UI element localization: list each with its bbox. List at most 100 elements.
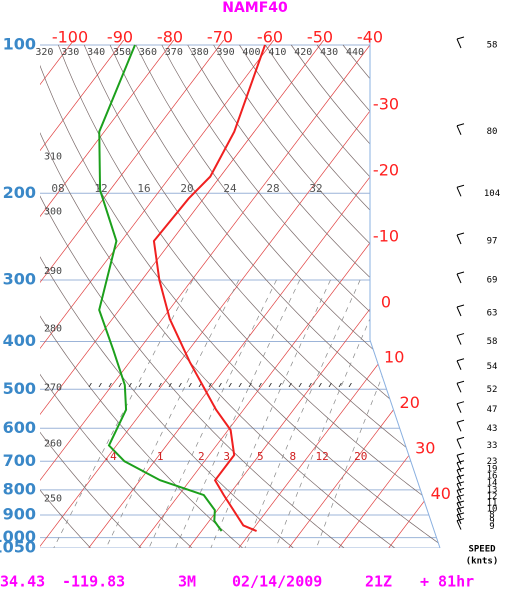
barb-glyph bbox=[456, 232, 465, 245]
theta-label: 310 bbox=[44, 152, 62, 163]
upper-label: 20 bbox=[180, 182, 193, 195]
upper-label: 24 bbox=[223, 182, 237, 195]
pressure-label: 700 bbox=[3, 451, 36, 470]
mixing-ratio-label: .4 bbox=[104, 450, 118, 463]
isotherm bbox=[40, 40, 325, 548]
wind-barb bbox=[456, 506, 465, 519]
footer-time: 21Z bbox=[365, 573, 392, 591]
isotherm bbox=[188, 40, 440, 548]
theta-label: 430 bbox=[320, 47, 338, 58]
speed-value: 12 bbox=[487, 492, 498, 502]
barb-glyph bbox=[456, 358, 465, 370]
barb-glyph bbox=[456, 481, 465, 494]
pressure-label: 300 bbox=[3, 270, 36, 289]
dry-adiabat bbox=[187, 44, 440, 548]
footer-forecast: + 81hr bbox=[420, 573, 474, 591]
dry-adiabat bbox=[109, 44, 440, 548]
barb-glyph bbox=[456, 419, 465, 432]
temperature-label: 40 bbox=[431, 484, 451, 503]
dry-adiabat bbox=[40, 44, 440, 548]
pressure-label: 1050 bbox=[0, 538, 36, 557]
theta-label: 350 bbox=[113, 47, 131, 58]
mixing-ratio-label: 12 bbox=[316, 450, 329, 463]
isotherm bbox=[288, 40, 440, 548]
mixing-ratio-line bbox=[175, 279, 301, 548]
mixing-ratio-line bbox=[105, 279, 240, 548]
theta-label: 420 bbox=[294, 47, 312, 58]
theta-label: 400 bbox=[242, 47, 260, 58]
footer-station: 3M bbox=[178, 573, 196, 591]
mixing-ratio-label: 3 bbox=[223, 450, 230, 463]
dry-adiabat bbox=[40, 44, 142, 548]
speed-value: 33 bbox=[487, 441, 498, 451]
dry-adiabat bbox=[40, 44, 395, 548]
theta-label: 280 bbox=[44, 324, 62, 335]
speed-value: 43 bbox=[487, 424, 498, 434]
barb-glyph bbox=[456, 494, 465, 507]
theta-label: 290 bbox=[44, 266, 62, 277]
mixing-ratio-line bbox=[210, 279, 331, 548]
dry-adiabat bbox=[316, 44, 440, 548]
barb-glyph bbox=[456, 380, 465, 393]
wind-barb bbox=[456, 401, 465, 413]
wind-barb bbox=[456, 494, 465, 507]
dry-adiabat bbox=[40, 44, 193, 548]
speed-value: 104 bbox=[484, 189, 500, 199]
theta-label: 320 bbox=[35, 47, 53, 58]
wind-barb bbox=[456, 487, 465, 500]
temperature-label: -50 bbox=[307, 28, 333, 47]
barb-glyph bbox=[456, 271, 465, 284]
temperature-label: -100 bbox=[52, 28, 88, 47]
wind-barb bbox=[456, 232, 465, 245]
dry-adiabat bbox=[40, 44, 91, 548]
barb-glyph bbox=[456, 487, 465, 500]
barb-glyph bbox=[456, 123, 465, 135]
wind-barb bbox=[456, 452, 465, 465]
barb-glyph bbox=[456, 500, 465, 513]
speed-value: 58 bbox=[487, 41, 498, 51]
temperature-profile bbox=[152, 44, 266, 532]
dry-adiabat bbox=[40, 44, 294, 548]
footer-lon: -119.83 bbox=[62, 573, 125, 591]
barb-glyph bbox=[456, 474, 465, 487]
wind-barb bbox=[456, 436, 465, 449]
isotherm bbox=[138, 40, 440, 548]
wind-barb bbox=[456, 36, 465, 49]
isotherm bbox=[40, 40, 175, 548]
isotherm bbox=[40, 40, 375, 548]
isotherm bbox=[40, 40, 225, 548]
theta-label: 270 bbox=[44, 382, 62, 393]
plot-edge bbox=[369, 40, 441, 549]
theta-label: 360 bbox=[139, 47, 157, 58]
pressure-label: 600 bbox=[3, 418, 36, 437]
mixing-ratio-line bbox=[275, 279, 388, 548]
speed-value: 97 bbox=[487, 237, 498, 247]
barb-glyph bbox=[456, 518, 465, 530]
speed-value: 19 bbox=[487, 464, 498, 474]
mixing-ratio-label: 20 bbox=[354, 450, 367, 463]
dry-adiabat bbox=[40, 44, 345, 548]
barb-glyph bbox=[456, 36, 465, 49]
dry-adiabat bbox=[161, 44, 440, 548]
theta-label: 380 bbox=[191, 47, 209, 58]
wind-barb bbox=[456, 271, 465, 284]
upper-label: 28 bbox=[266, 182, 279, 195]
isotherm bbox=[40, 40, 275, 548]
wind-barb bbox=[456, 123, 465, 135]
temperature-label: -30 bbox=[373, 94, 399, 113]
mixing-ratio-label: 8 bbox=[290, 450, 297, 463]
barb-glyph bbox=[456, 333, 465, 345]
mixing-ratio-label: 2 bbox=[198, 450, 205, 463]
wind-barb bbox=[456, 474, 465, 487]
barb-glyph bbox=[456, 460, 465, 472]
barb-glyph bbox=[456, 506, 465, 519]
barb-glyph bbox=[456, 436, 465, 449]
speed-value: 8 bbox=[489, 511, 494, 521]
temperature-label: 20 bbox=[400, 393, 420, 412]
upper-label: 32 bbox=[309, 182, 322, 195]
wind-barb bbox=[456, 358, 465, 370]
mixing-ratio-label: 5 bbox=[257, 450, 264, 463]
wind-barb bbox=[456, 380, 465, 393]
pressure-label: 900 bbox=[3, 505, 36, 524]
